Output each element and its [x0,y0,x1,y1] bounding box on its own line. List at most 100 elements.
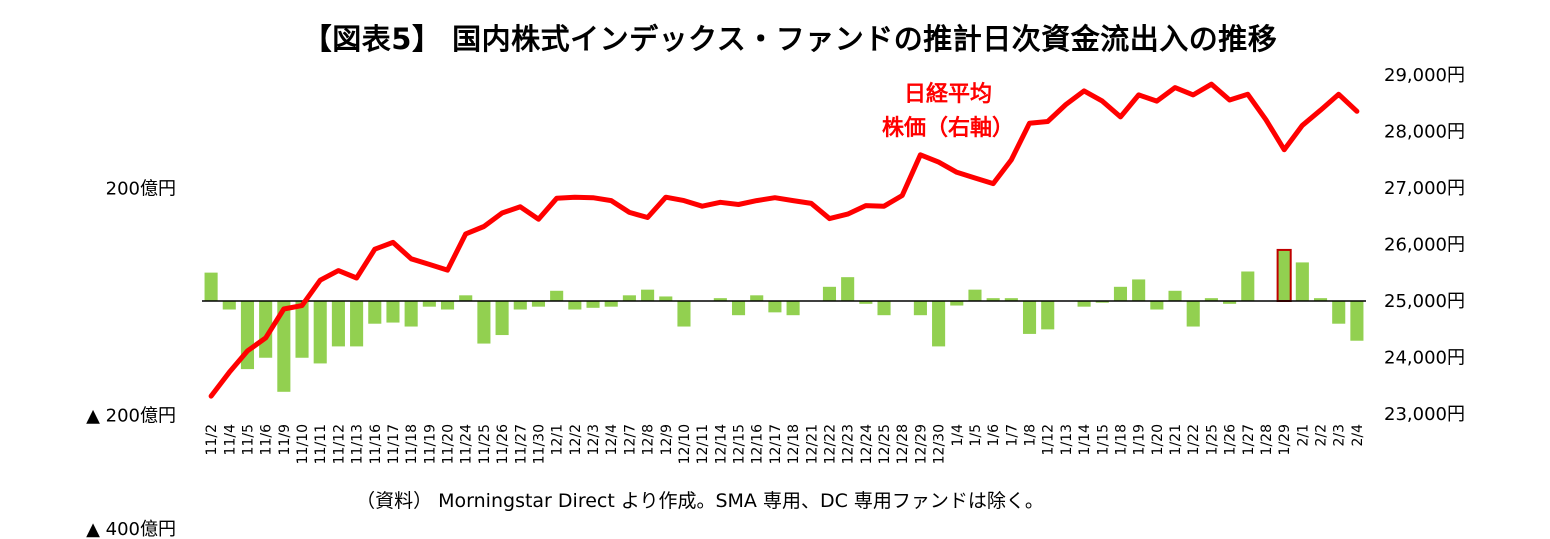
bar-1/19 [1132,279,1146,301]
x-tick-label: 1/22 [1186,424,1202,455]
bar-1/8 [1022,301,1037,334]
x-tick-label: 11/12 [331,424,347,464]
x-tick-label: 1/14 [1077,424,1093,456]
x-tick-label: 12/14 [713,424,729,464]
bar-11/17 [386,301,400,323]
x-tick-label: 1/29 [1277,424,1293,455]
x-tick-label: 1/4 [950,424,966,447]
x-tick-label: 12/15 [732,424,748,464]
bar-12/2 [568,301,582,310]
bar-12/22 [822,286,837,301]
bar-12/9 [659,296,673,301]
x-tick-label: 1/26 [1223,424,1239,456]
annotation-line-1: 日経平均 [904,81,992,107]
x-tick-label: 11/9 [277,424,293,455]
x-tick-label: 12/30 [932,424,948,464]
nikkei-annotation: 日経平均 株価（右軸） [882,81,1014,141]
x-tick-label: 1/7 [1004,424,1020,447]
x-tick-label: 12/1 [550,424,566,455]
bar-series [204,248,1364,392]
bar-1/6 [986,298,1000,301]
x-tick-label: 1/28 [1259,424,1275,455]
x-tick-label: 1/5 [968,424,984,447]
bar-12/25 [877,301,891,316]
nikkei-line [208,81,1360,399]
x-tick-label: 11/13 [350,424,366,464]
right-tick-label: 28,000円 [1384,122,1465,143]
bar-11/26 [495,301,509,336]
left-tick-label: ▲ 200億円 [86,406,176,427]
x-tick-label: 11/26 [495,424,511,464]
bar-12/1 [550,290,564,301]
bar-1/20 [1150,301,1164,310]
x-tick-label: 12/21 [804,424,820,464]
bar-1/22 [1186,301,1200,327]
bar-1/21 [1168,290,1182,301]
x-tick-label: 12/9 [659,424,675,455]
x-tick-label: 1/19 [1132,424,1148,455]
bar-11/24 [459,295,473,301]
left-tick-label: 200億円 [106,179,176,200]
x-tick-label: 12/3 [586,424,602,455]
bar-11/9 [277,301,291,392]
x-tick-label: 11/4 [222,424,238,456]
source-note: （資料） Morningstar Direct より作成。SMA 専用、DC 専… [356,490,1044,512]
right-tick-label: 26,000円 [1384,235,1465,256]
x-tick-label: 12/22 [822,424,838,464]
x-tick-label: 12/25 [877,424,893,464]
x-tick-label: 1/27 [1241,424,1257,455]
bar-1/27 [1241,271,1255,301]
bar-11/6 [259,301,273,358]
bar-12/18 [786,301,800,316]
chart-title: 【図表5】 国内株式インデックス・ファンドの推計日次資金流出入の推移 [302,22,1278,56]
x-tick-label: 12/24 [859,424,875,464]
x-tick-label: 1/12 [1041,424,1057,455]
annotation-line-2: 株価（右軸） [882,115,1014,141]
x-tick-label: 11/30 [531,424,547,464]
x-tick-label: 11/11 [313,424,329,464]
x-tick-label: 11/6 [259,424,275,456]
x-tick-label: 1/15 [1095,424,1111,455]
x-tick-label: 2/1 [1295,424,1311,447]
x-tick-label: 12/23 [841,424,857,464]
left-tick-label: ▲ 400億円 [86,519,176,539]
right-tick-label: 23,000円 [1384,404,1465,425]
bar-12/15 [731,301,746,316]
bar-11/12 [331,301,345,347]
x-tick-label: 11/25 [477,424,493,464]
x-tick-label: 1/21 [1168,424,1184,455]
bar-12/29 [913,301,927,316]
x-tick-label: 12/10 [677,424,693,464]
x-tick-label: 11/18 [404,424,420,464]
x-tick-label: 11/2 [204,424,220,455]
x-tick-label: 12/11 [695,424,711,464]
x-tick-label: 11/24 [459,424,475,464]
bar-11/19 [422,301,436,307]
bar-12/17 [768,301,782,313]
bar-11/20 [440,301,455,310]
bar-11/10 [295,301,309,358]
bar-2/4 [1350,301,1364,341]
bar-1/29 [1276,248,1292,303]
x-tick-label: 12/18 [786,424,802,464]
x-tick-label: 1/6 [986,424,1002,447]
bar-12/14 [713,298,727,301]
bar-12/8 [641,289,655,301]
bar-11/30 [531,301,546,307]
x-tick-label: 1/25 [1204,424,1220,455]
bar-12/24 [859,301,873,304]
right-tick-label: 25,000円 [1384,291,1465,312]
x-tick-label: 12/29 [913,424,929,464]
bar-1/15 [1095,301,1109,303]
x-axis-ticks: 11/2 11/4 11/5 11/6 11/9 11/10 11/11 11/12 11/13… [204,424,1366,464]
x-tick-label: 2/4 [1350,424,1366,447]
x-tick-label: 11/5 [240,424,256,455]
bar-12/7 [622,295,636,301]
bar-2/1 [1295,262,1309,301]
bar-11/18 [404,301,418,327]
bar-11/13 [350,301,364,347]
bar-12/23 [841,277,855,301]
right-tick-label: 24,000円 [1384,348,1465,369]
bar-12/30 [932,301,946,347]
